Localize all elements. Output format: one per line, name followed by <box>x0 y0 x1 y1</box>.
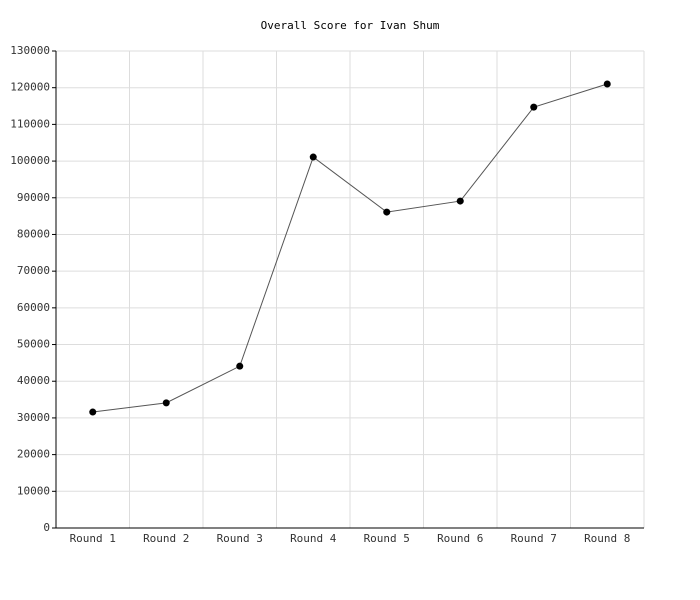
y-tick-label: 10000 <box>17 484 50 497</box>
x-tick-label: Round 8 <box>584 532 630 545</box>
y-tick-label: 110000 <box>10 117 50 130</box>
point <box>162 399 170 407</box>
x-tick-label: Round 3 <box>217 532 263 545</box>
line <box>92 83 608 413</box>
y-tick-label: 0 <box>43 521 50 534</box>
x-tick-label: Round 1 <box>70 532 116 545</box>
x-tick-label: Round 7 <box>511 532 557 545</box>
point <box>530 103 538 111</box>
y-tick-label: 120000 <box>10 81 50 94</box>
y-tick-label: 90000 <box>17 191 50 204</box>
y-tick-label: 60000 <box>17 301 50 314</box>
point <box>236 362 244 370</box>
point <box>456 197 464 205</box>
point <box>309 153 317 161</box>
y-tick-label: 20000 <box>17 448 50 461</box>
x-tick-label: Round 5 <box>364 532 410 545</box>
y-tick-label: 100000 <box>10 154 50 167</box>
y-tick-label: 70000 <box>17 264 50 277</box>
point <box>89 408 97 416</box>
point <box>383 208 391 216</box>
x-tick-label: Round 2 <box>143 532 189 545</box>
y-tick-label: 80000 <box>17 227 50 240</box>
y-tick-label: 40000 <box>17 374 50 387</box>
y-tick-label: 30000 <box>17 411 50 424</box>
chart-title: Overall Score for Ivan Shum <box>261 19 440 32</box>
y-tick-label: 130000 <box>10 44 50 57</box>
point <box>603 80 611 88</box>
x-tick-label: Round 4 <box>290 532 337 545</box>
x-tick-label: Round 6 <box>437 532 483 545</box>
y-tick-label: 50000 <box>17 338 50 351</box>
